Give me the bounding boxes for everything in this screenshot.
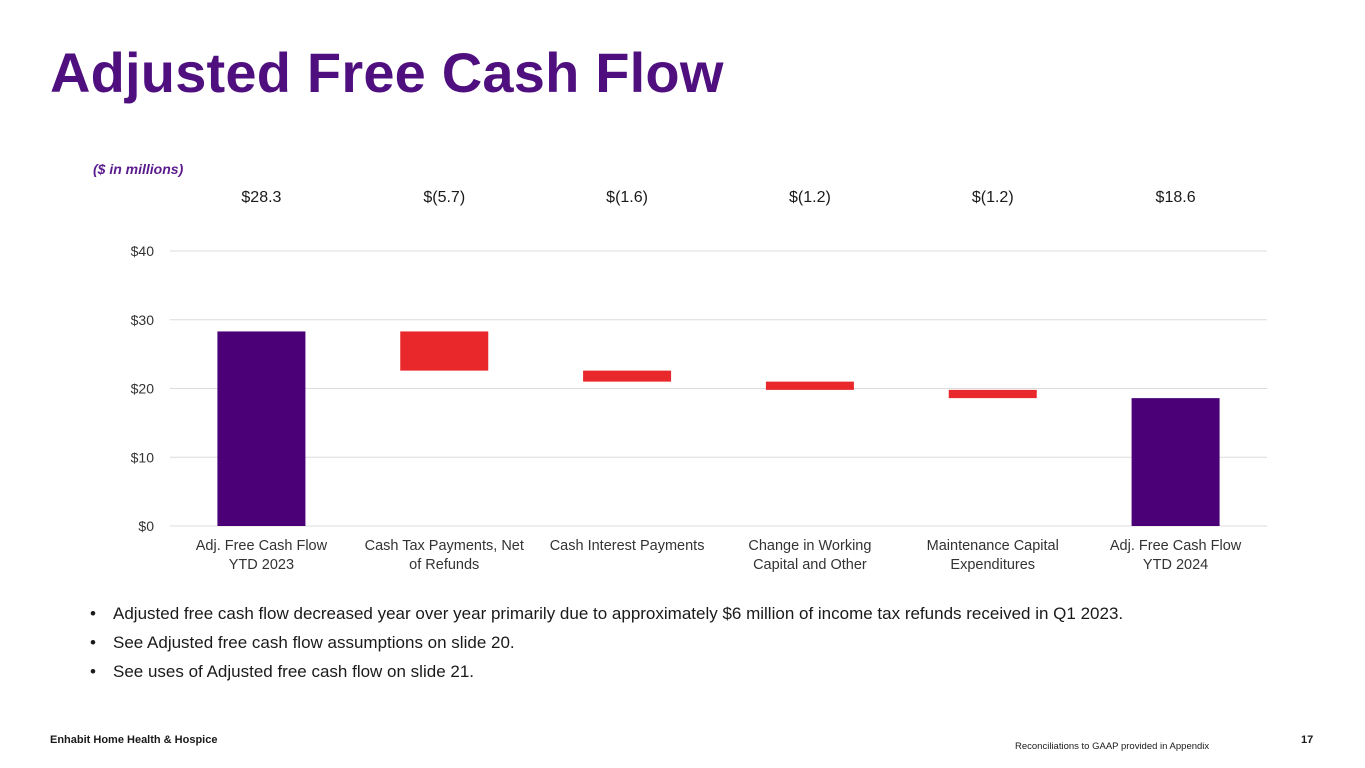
y-tick-label: $40: [131, 243, 155, 259]
total-bar: [217, 331, 306, 526]
company-name: Enhabit Home Health & Hospice: [50, 734, 218, 746]
waterfall-chart: $0 $10 $20 $30 $40 $28.3 Adj. Free Cash Flow YT…: [131, 189, 1267, 573]
slide-title: Adjusted Free Cash Flow: [50, 41, 724, 104]
category-label: Adj. Free Cash Flow: [196, 538, 328, 554]
category-label: Capital and Other: [753, 557, 867, 573]
decrease-bar: [400, 331, 489, 371]
y-tick-label: $20: [131, 381, 155, 397]
category-label: YTD 2023: [229, 557, 294, 573]
value-label: $(1.6): [606, 189, 648, 206]
gaap-note: Reconciliations to GAAP provided in Appe…: [1015, 741, 1210, 752]
units-note: ($ in millions): [93, 161, 184, 177]
value-label: $(5.7): [423, 189, 465, 206]
value-label: $(1.2): [972, 189, 1014, 206]
decrease-bar: [948, 389, 1037, 399]
page-number: 17: [1301, 734, 1314, 746]
decrease-bar: [583, 370, 672, 382]
bullet-item: Adjusted free cash flow decreased year o…: [90, 603, 1123, 632]
value-label: $(1.2): [789, 189, 831, 206]
bullet-item: See uses of Adjusted free cash flow on s…: [90, 661, 1123, 690]
value-label: $18.6: [1156, 189, 1196, 206]
y-tick-label: $0: [138, 518, 154, 534]
category-label: of Refunds: [409, 557, 479, 573]
value-label: $28.3: [241, 189, 281, 206]
category-label: Maintenance Capital: [927, 538, 1059, 554]
y-tick-label: $30: [131, 312, 155, 328]
category-label: Cash Tax Payments, Net: [365, 538, 524, 554]
category-label: YTD 2024: [1143, 557, 1208, 573]
category-label: Expenditures: [950, 557, 1035, 573]
category-label: Adj. Free Cash Flow: [1110, 538, 1242, 554]
y-tick-label: $10: [131, 449, 155, 465]
category-label: Change in Working: [748, 538, 871, 554]
total-bar: [1131, 398, 1220, 526]
decrease-bar: [765, 381, 854, 390]
bullet-item: See Adjusted free cash flow assumptions …: [90, 632, 1123, 661]
bullet-list: Adjusted free cash flow decreased year o…: [90, 603, 1123, 690]
category-label: Cash Interest Payments: [550, 538, 705, 554]
